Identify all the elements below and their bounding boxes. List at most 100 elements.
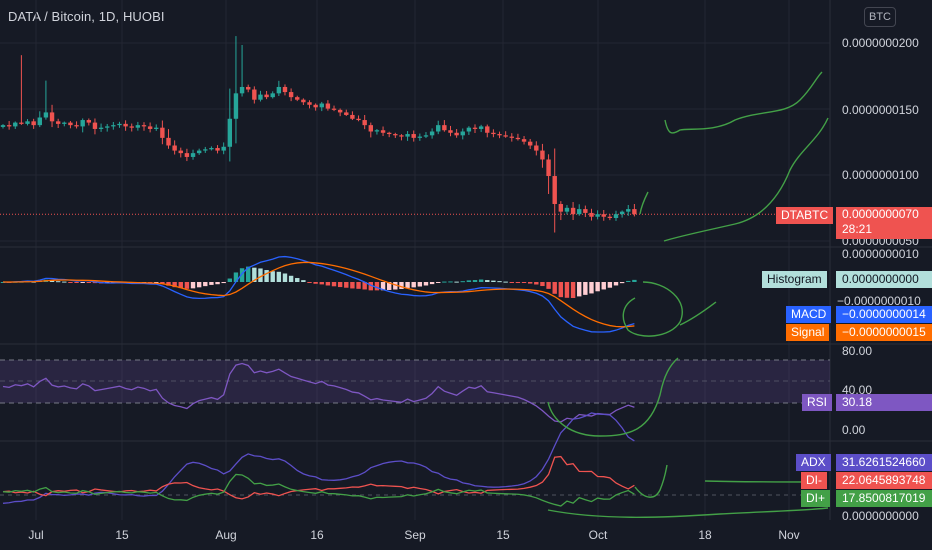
histogram-bar[interactable] [49, 280, 55, 282]
candle-body[interactable] [203, 149, 208, 151]
histogram-bar[interactable] [270, 271, 275, 282]
candle-body[interactable] [491, 132, 496, 135]
candle-body[interactable] [374, 130, 380, 132]
candle-body[interactable] [386, 132, 392, 135]
candle-body[interactable] [117, 123, 122, 126]
candle-body[interactable] [105, 126, 110, 128]
candle-body[interactable] [196, 150, 202, 154]
candle-body[interactable] [337, 109, 343, 113]
candle-body[interactable] [552, 176, 557, 205]
candle-body[interactable] [521, 139, 527, 142]
histogram-bar[interactable] [436, 282, 441, 283]
candle-body[interactable] [74, 125, 79, 127]
histogram-bar[interactable] [601, 282, 606, 290]
candle-body[interactable] [589, 212, 594, 217]
candle-body[interactable] [497, 134, 502, 136]
histogram-bar[interactable] [276, 271, 282, 282]
candle-body[interactable] [166, 137, 171, 146]
drawing-curve[interactable] [547, 507, 829, 518]
histogram-bar[interactable] [319, 282, 324, 285]
candle-body[interactable] [37, 117, 42, 126]
histogram-bar[interactable] [160, 282, 165, 285]
candle-body[interactable] [301, 99, 306, 103]
histogram-bar[interactable] [540, 282, 545, 287]
candle-body[interactable] [295, 97, 300, 100]
histogram-bar[interactable] [313, 282, 318, 284]
candle-body[interactable] [509, 136, 514, 138]
candle-body[interactable] [80, 120, 85, 127]
currency-button[interactable]: BTC [864, 7, 896, 27]
histogram-bar[interactable] [577, 282, 582, 297]
candle-body[interactable] [215, 148, 220, 151]
histogram-bar[interactable] [429, 282, 435, 285]
candle-body[interactable] [141, 125, 147, 127]
candle-body[interactable] [221, 146, 226, 151]
histogram-bar[interactable] [374, 282, 380, 291]
candle-body[interactable] [466, 127, 472, 132]
candle-body[interactable] [258, 94, 263, 100]
candle-body[interactable] [472, 127, 478, 129]
candle-body[interactable] [307, 102, 312, 105]
drawing-curve[interactable] [664, 71, 823, 134]
candle-body[interactable] [184, 153, 190, 157]
candle-body[interactable] [601, 214, 606, 217]
drawing-curve[interactable] [547, 357, 679, 437]
histogram-bar[interactable] [307, 282, 312, 283]
histogram-bar[interactable] [478, 279, 484, 282]
candle-body[interactable] [111, 125, 116, 127]
histogram-bar[interactable] [301, 280, 306, 282]
histogram-bar[interactable] [632, 279, 637, 282]
histogram-bar[interactable] [503, 281, 508, 283]
histogram-bar[interactable] [454, 281, 459, 283]
candle-body[interactable] [160, 127, 165, 138]
histogram-bar[interactable] [178, 282, 183, 289]
histogram-bar[interactable] [368, 282, 373, 291]
candle-body[interactable] [368, 125, 373, 132]
histogram-bar[interactable] [570, 282, 576, 298]
candle-body[interactable] [417, 136, 423, 138]
drawing-curve[interactable] [679, 301, 717, 326]
histogram-bar[interactable] [534, 282, 539, 285]
candle-body[interactable] [583, 209, 588, 213]
candle-body[interactable] [454, 132, 459, 136]
histogram-bar[interactable] [491, 280, 496, 282]
candle-body[interactable] [43, 112, 49, 118]
histogram-bar[interactable] [626, 280, 631, 282]
histogram-bar[interactable] [337, 282, 343, 288]
histogram-bar[interactable] [405, 282, 410, 288]
drawing-curve[interactable] [663, 117, 829, 242]
histogram-bar[interactable] [509, 282, 514, 283]
histogram-bar[interactable] [80, 282, 85, 283]
histogram-bar[interactable] [246, 266, 251, 282]
candle-body[interactable] [478, 126, 484, 129]
histogram-bar[interactable] [356, 282, 361, 289]
histogram-bar[interactable] [613, 282, 619, 286]
histogram-bar[interactable] [460, 281, 465, 283]
histogram-bar[interactable] [227, 278, 233, 282]
histogram-bar[interactable] [239, 268, 245, 282]
candle-body[interactable] [190, 153, 196, 157]
candle-body[interactable] [619, 211, 625, 215]
candle-body[interactable] [626, 209, 631, 212]
candle-body[interactable] [282, 86, 288, 93]
candle-body[interactable] [393, 134, 398, 136]
histogram-bar[interactable] [589, 282, 594, 294]
histogram-bar[interactable] [325, 282, 331, 286]
drawing-curve[interactable] [639, 191, 649, 215]
candle-body[interactable] [344, 112, 349, 115]
candle-body[interactable] [6, 125, 12, 127]
histogram-bar[interactable] [380, 282, 386, 291]
candle-body[interactable] [527, 141, 533, 146]
candle-body[interactable] [595, 214, 600, 217]
histogram-bar[interactable] [527, 282, 533, 284]
histogram-bar[interactable] [607, 282, 613, 288]
candle-body[interactable] [607, 216, 613, 219]
candle-body[interactable] [31, 121, 36, 126]
candle-body[interactable] [436, 125, 441, 132]
histogram-bar[interactable] [288, 275, 294, 282]
candle-body[interactable] [350, 114, 355, 119]
candle-body[interactable] [239, 86, 245, 94]
histogram-bar[interactable] [62, 281, 67, 283]
candle-body[interactable] [546, 159, 551, 177]
candle-body[interactable] [227, 118, 233, 147]
